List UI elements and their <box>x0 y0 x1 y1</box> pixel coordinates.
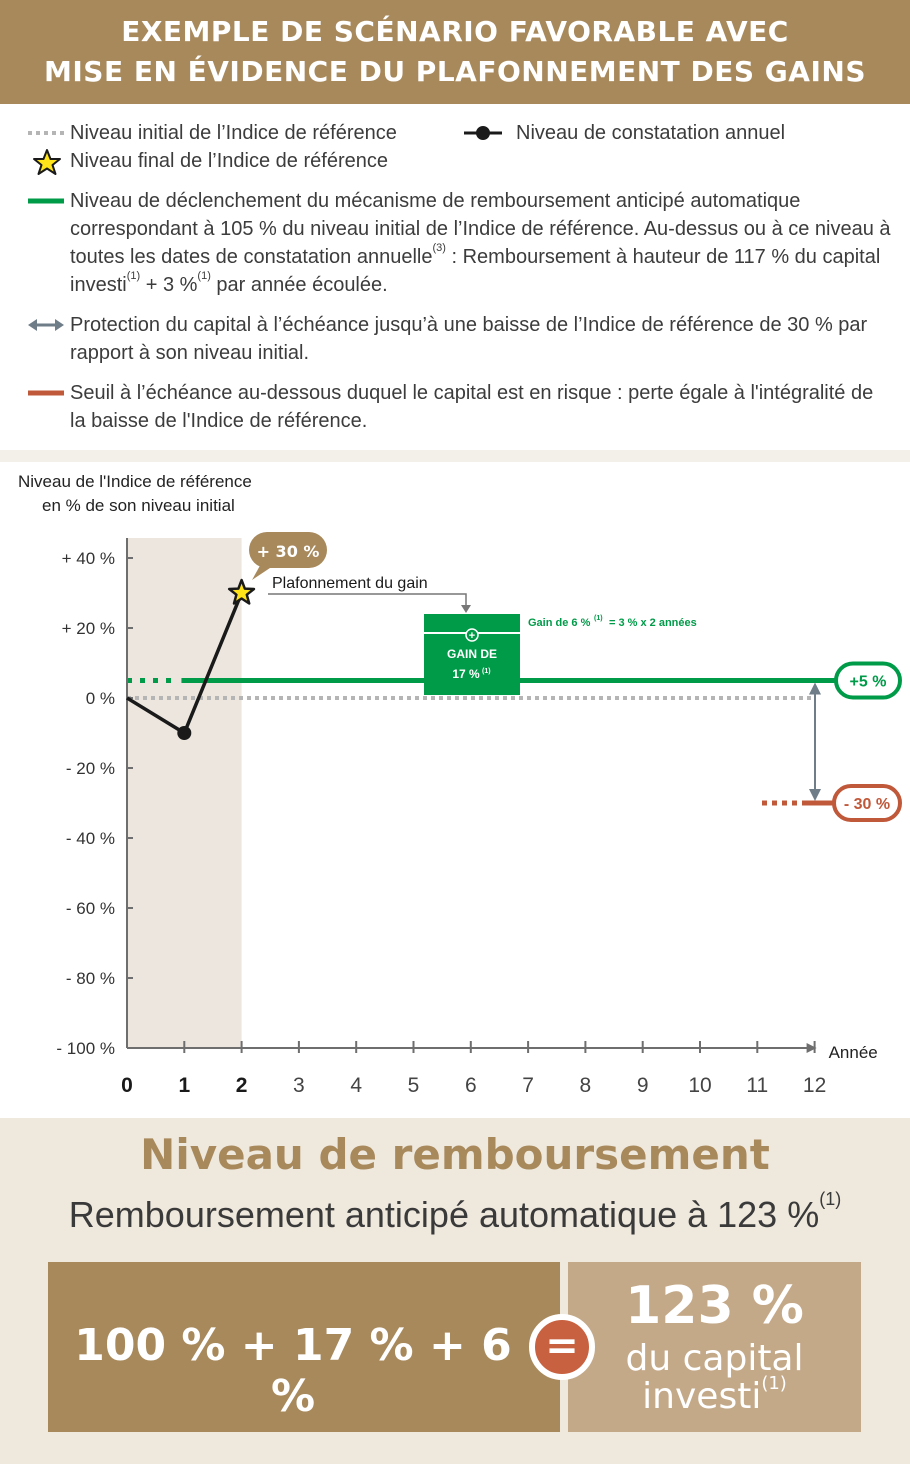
legend-annual-observation: Niveau de constatation annuel <box>516 122 786 144</box>
gain6-label: Gain de 6 % <box>528 617 591 629</box>
cap-connector <box>268 593 467 607</box>
x-tick-label: 12 <box>803 1074 826 1097</box>
y-axis-label-line-1: Niveau de l'Indice de référence <box>18 472 252 491</box>
x-axis-label: Année <box>829 1043 878 1062</box>
x-tick-label: 3 <box>293 1074 305 1097</box>
x-tick-label: 8 <box>580 1074 592 1097</box>
gain6-rest: = 3 % x 2 années <box>609 617 697 629</box>
cap-arrow <box>461 605 471 613</box>
formula-text: 100 % + 17 % + 6 % <box>74 1320 512 1422</box>
peak-label: + 30 % <box>257 542 320 561</box>
legend-protection-line-1: Protection du capital à l’échéance jusqu… <box>70 314 868 336</box>
gain6-sup: (1) <box>594 615 603 622</box>
x-tick-label: 2 <box>236 1074 248 1097</box>
plus-icon-glyph: + <box>469 630 475 642</box>
x-tick-label: 0 <box>121 1074 133 1097</box>
repayment-subtitle: Remboursement anticipé automatique à 123… <box>68 1189 842 1235</box>
y-tick-label: 0 % <box>86 689 115 708</box>
gain17-sup: (1) <box>482 668 491 675</box>
formula-box: 100 % + 17 % + 6 % <box>48 1262 560 1432</box>
initial-level-legend-icon <box>28 131 64 135</box>
y-tick-label: + 40 % <box>62 549 115 568</box>
trigger-level-legend-icon <box>28 198 64 204</box>
peak-bubble <box>249 532 327 568</box>
x-tick-label: 10 <box>688 1074 711 1097</box>
x-tick-label: 6 <box>465 1074 477 1097</box>
trigger-badge <box>834 661 902 700</box>
x-tick-label: 1 <box>178 1074 190 1097</box>
cap-label: Plafonnement du gain <box>272 575 428 592</box>
gain-box <box>424 614 520 695</box>
y-axis-label: Niveau de l'Indice de référence en % de … <box>18 470 252 518</box>
legend-final-level: Niveau final de l’Indice de référence <box>70 150 388 172</box>
y-tick-label: - 40 % <box>66 829 115 848</box>
header-title-line-1: EXEMPLE DE SCÉNARIO FAVORABLE AVEC <box>121 15 789 48</box>
risk-badge-label: - 30 % <box>844 796 890 813</box>
gain17-label-line-1: GAIN DE <box>447 647 497 661</box>
risk-badge <box>832 784 902 822</box>
result-box: 123 % du capital investi(1) <box>568 1262 861 1432</box>
legend-trigger-line-4: investi(1) + 3 %(1) par année écoulée. <box>70 270 388 297</box>
result-value: 123 % <box>625 1276 804 1336</box>
legend-risk-line-1: Seuil à l’échéance au-dessous duquel le … <box>70 382 874 404</box>
header-title-line-2: MISE EN ÉVIDENCE DU PLAFONNEMENT DES GAI… <box>44 55 866 88</box>
equals-icon: = <box>529 1314 595 1380</box>
y-tick-label: - 20 % <box>66 759 115 778</box>
legend-trigger-line-1: Niveau de déclenchement du mécanisme de … <box>70 190 801 212</box>
star-icon <box>33 149 61 175</box>
header-banner: EXEMPLE DE SCÉNARIO FAVORABLE AVEC MISE … <box>0 0 910 104</box>
x-tick-label: 9 <box>637 1074 649 1097</box>
annual-observation-legend-icon <box>464 126 502 140</box>
protection-arrow-head-up <box>809 682 821 695</box>
x-tick-label: 11 <box>746 1074 768 1097</box>
peak-bubble-tail <box>252 562 276 580</box>
y-tick-label: + 20 % <box>62 619 115 638</box>
section-divider <box>0 450 910 462</box>
double-arrow-icon <box>28 319 64 331</box>
scenario-chart: + 40 % + 20 % 0 % - 20 % - 40 % - 60 % - 80 % -… <box>56 532 902 1097</box>
x-tick-label: 5 <box>408 1074 420 1097</box>
annual-observation-point <box>177 726 192 740</box>
protection-arrow-head-down <box>809 789 821 801</box>
plus-circle-icon <box>465 628 479 642</box>
result-caption: du capital investi(1) <box>625 1338 804 1417</box>
x-tick-label: 7 <box>522 1074 534 1097</box>
legend-protection-line-2: rapport à son niveau initial. <box>70 342 310 364</box>
legend-initial-level: Niveau initial de l’Indice de référence <box>70 122 397 144</box>
legend-risk-line-2: la baisse de l'Indice de référence. <box>70 410 368 432</box>
trigger-badge-label: +5 % <box>850 674 887 691</box>
risk-threshold-legend-icon <box>28 390 64 396</box>
legend-trigger-line-2: correspondant à 105 % du niveau initial … <box>70 218 891 240</box>
y-axis-label-line-2: en % de son niveau initial <box>42 496 235 515</box>
y-tick-label: - 60 % <box>66 899 115 918</box>
gain17-label-line-2: 17 % <box>452 667 480 681</box>
repayment-title: Niveau de remboursement <box>140 1130 770 1179</box>
legend-trigger-line-3: toutes les dates de constatation annuell… <box>70 242 881 269</box>
shaded-period <box>127 538 242 1048</box>
y-tick-label: - 80 % <box>66 969 115 988</box>
final-level-star <box>227 578 256 605</box>
x-tick-label: 4 <box>350 1074 362 1097</box>
x-axis-arrow <box>806 1043 817 1053</box>
y-tick-label: - 100 % <box>56 1039 115 1058</box>
